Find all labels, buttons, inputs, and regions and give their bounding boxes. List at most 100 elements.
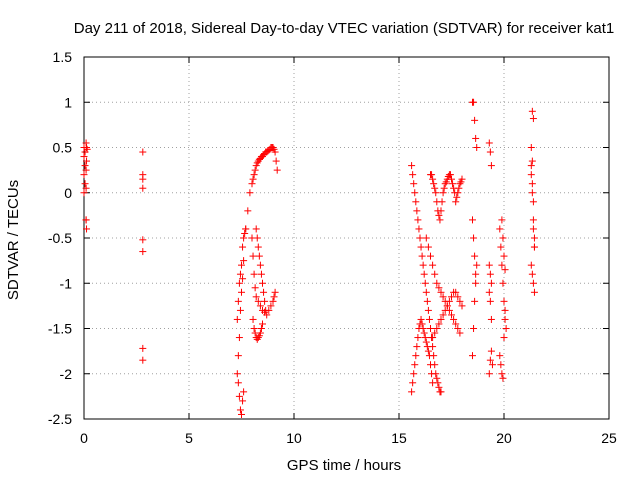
data-point [435,284,443,292]
tick-labels: 0 5 10 15 20 25 -2.5 -2 -1.5 -1 -0.5 0 0.5 1 1.5 [48,49,617,446]
data-point [82,184,90,192]
data-point [413,343,421,351]
data-point [435,383,443,391]
data-point [471,116,479,124]
data-point [421,334,429,342]
data-point [497,361,505,369]
data-point [486,356,494,364]
data-point [269,144,277,151]
data-point [417,243,425,251]
data-point [82,166,90,174]
data-point [413,207,421,215]
data-point [409,379,417,387]
data-point [472,270,480,278]
data-point [239,397,247,405]
data-point [429,334,437,342]
data-point [438,198,446,206]
data-point [427,361,434,369]
data-point [455,184,463,192]
data-point [253,159,261,167]
data-point [261,297,269,305]
data-point [423,343,431,351]
y-tick-label: 0 [64,185,72,201]
data-point [530,288,538,296]
data-point [424,306,432,314]
data-point [83,144,91,151]
data-point [473,144,481,151]
data-point [418,252,426,260]
data-point [445,306,453,314]
data-point [273,166,281,174]
data-point [427,252,434,260]
data-point [456,180,464,188]
data-point [454,293,462,301]
data-point [437,288,445,296]
data-point [240,388,248,396]
data-point [443,302,451,310]
data-point [431,184,439,192]
data-point [257,270,265,278]
data-point [410,370,418,378]
data-point [499,374,507,382]
data-point [253,234,261,242]
data-point [454,189,462,197]
data-point [485,139,493,147]
data-point [487,162,495,170]
data-point [452,320,460,328]
data-point [488,361,496,369]
data-point [251,166,259,174]
data-point [410,180,418,188]
data-point [427,325,434,332]
data-point [415,225,423,233]
data-point [81,162,89,170]
data-point [433,279,441,287]
data-point [437,388,445,396]
data-point [498,261,506,269]
data-point [446,171,454,179]
data-point [528,270,536,278]
data-point [254,334,262,342]
data-point [252,225,260,233]
data-point [430,180,438,188]
data-point [233,370,241,378]
data-point [448,293,455,301]
data-point [439,189,447,197]
data-point [454,325,462,332]
data-point [485,261,493,269]
data-point [238,288,245,296]
y-tick-label: -2.5 [48,411,72,427]
y-tick-label: -0.5 [48,230,72,246]
data-point [501,266,509,274]
data-point [238,410,245,418]
data-point [80,153,88,161]
data-point [498,216,506,224]
data-point [239,243,247,251]
data-point [528,107,536,115]
data-point [469,352,476,360]
y-tick-label: 0.5 [53,140,73,156]
x-tick-label: 5 [185,430,193,446]
data-point [240,257,248,265]
data-point [408,162,416,170]
x-tick-label: 20 [496,430,512,446]
data-point [429,175,437,183]
data-point [263,311,271,319]
data-point [527,171,535,179]
data-point [422,338,430,346]
data-point [499,234,507,242]
data-point [424,243,432,251]
data-point [441,180,449,188]
data-point [487,279,495,287]
data-point [458,302,466,310]
data-point [440,184,448,192]
data-point [486,270,494,278]
data-point [83,145,91,153]
data-point [417,315,425,323]
data-point [452,288,460,296]
data-point [500,252,508,260]
data-point [251,284,259,292]
data-point [414,216,422,224]
data-points [80,98,538,418]
y-tick-label: -2 [60,366,73,382]
